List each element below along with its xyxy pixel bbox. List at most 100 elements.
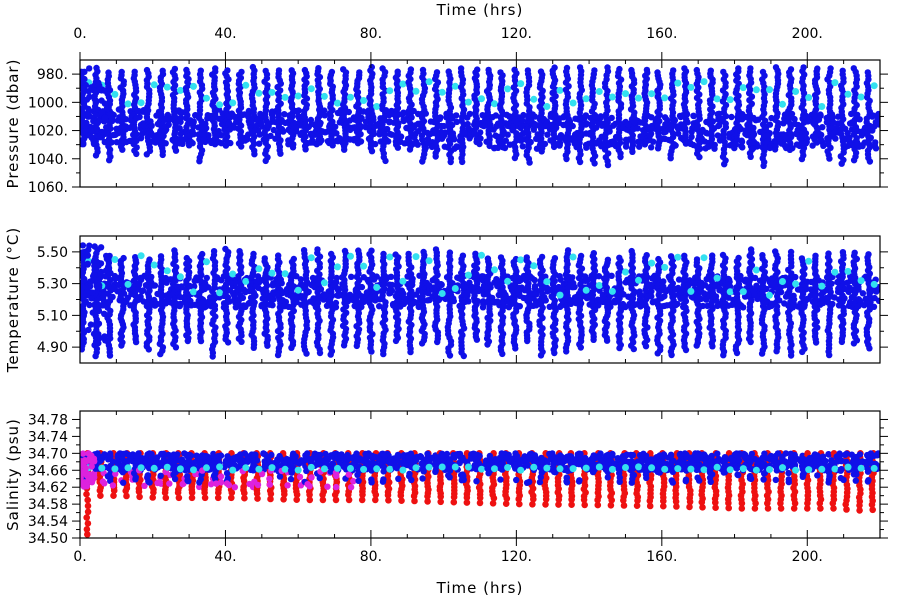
data-point	[700, 290, 708, 297]
data-point	[93, 98, 100, 105]
data-point	[151, 282, 159, 289]
data-point	[177, 130, 184, 138]
data-point	[134, 107, 141, 115]
data-point	[491, 145, 498, 152]
data-point	[80, 79, 85, 86]
data-point	[698, 135, 705, 142]
data-point	[386, 111, 393, 119]
data-point	[556, 115, 563, 122]
data-point	[227, 139, 234, 147]
data-point	[160, 132, 167, 140]
data-point	[671, 117, 679, 124]
mean-point	[635, 94, 642, 102]
mean-point	[242, 81, 250, 89]
data-point	[136, 113, 143, 121]
data-point	[140, 298, 147, 305]
data-point	[382, 276, 390, 283]
mean-point	[504, 85, 512, 93]
mean-point	[674, 253, 682, 261]
data-point	[92, 152, 100, 159]
mean-point	[766, 86, 773, 94]
data-point	[278, 125, 286, 133]
mean-point	[438, 290, 446, 297]
data-point	[166, 116, 173, 123]
data-point	[98, 97, 105, 104]
data-point	[209, 353, 216, 360]
data-point	[654, 145, 662, 152]
data-point	[634, 125, 641, 132]
mean-point	[595, 88, 603, 95]
mean-point	[176, 86, 184, 94]
data-point	[305, 288, 312, 295]
data-point	[663, 302, 671, 309]
mean-point	[111, 90, 119, 98]
data-point	[793, 141, 801, 148]
data-point	[512, 345, 519, 352]
data-point	[406, 146, 414, 153]
data-point	[854, 141, 861, 148]
data-point	[435, 115, 443, 122]
data-point	[751, 274, 759, 282]
data-point	[462, 292, 470, 299]
data-point	[336, 135, 343, 142]
data-point	[727, 142, 734, 149]
data-point	[693, 342, 700, 349]
data-point	[250, 344, 257, 351]
data-point	[256, 131, 263, 138]
data-point	[307, 298, 314, 305]
data-point	[251, 127, 259, 134]
mean-point	[451, 82, 459, 90]
data-point	[346, 291, 354, 298]
data-point	[409, 291, 416, 299]
data-point	[531, 282, 539, 290]
data-point	[103, 105, 111, 112]
data-point	[218, 277, 225, 284]
data-point	[106, 157, 113, 164]
mean-point	[334, 263, 341, 271]
mean-point	[818, 103, 826, 110]
data-point	[439, 134, 446, 141]
data-point	[703, 276, 710, 283]
mean-point	[752, 266, 760, 274]
data-point	[688, 128, 695, 135]
data-point	[563, 155, 570, 163]
data-point	[188, 302, 195, 309]
data-point	[635, 138, 642, 145]
data-point	[576, 158, 584, 166]
data-point	[357, 116, 364, 123]
mean-point	[373, 283, 381, 291]
mean-point	[294, 92, 302, 100]
data-point	[80, 118, 85, 126]
data-point	[101, 114, 109, 121]
data-point	[804, 118, 812, 125]
data-point	[466, 287, 473, 294]
data-point	[477, 129, 484, 136]
data-point	[500, 303, 508, 310]
data-point	[605, 124, 612, 131]
mean-point	[752, 86, 760, 94]
mean-point	[425, 257, 433, 265]
mean-point	[700, 254, 708, 262]
data-point	[517, 137, 525, 144]
data-point	[202, 281, 209, 288]
data-point	[176, 293, 184, 301]
data-point	[788, 110, 796, 118]
panel-2-data	[80, 242, 880, 360]
mean-point	[268, 269, 276, 277]
mean-point	[229, 270, 237, 278]
data-point	[371, 123, 378, 130]
mean-point	[857, 93, 865, 101]
data-point	[464, 114, 471, 121]
data-point	[660, 278, 667, 285]
mean-point	[386, 87, 394, 95]
data-point	[238, 143, 245, 150]
data-point	[789, 145, 796, 152]
data-point	[386, 130, 394, 138]
mean-point	[648, 259, 656, 267]
data-point	[696, 145, 704, 152]
data-point	[543, 121, 550, 128]
data-point	[492, 132, 499, 139]
mean-point	[464, 271, 472, 279]
data-point	[533, 135, 540, 142]
